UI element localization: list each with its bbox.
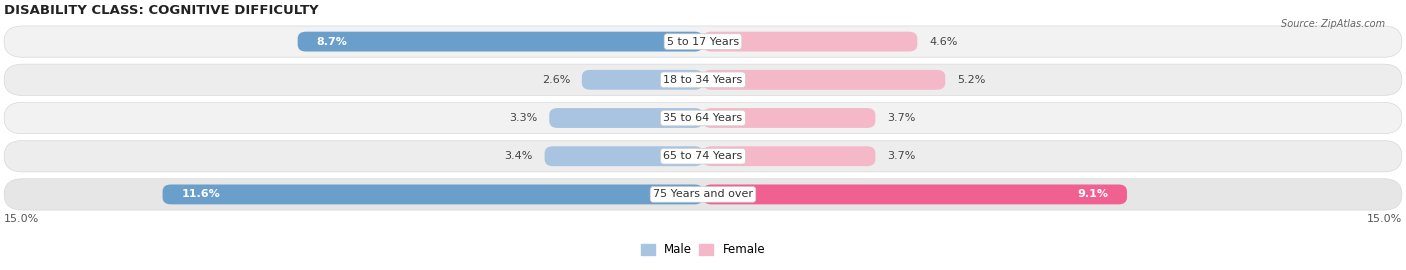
Text: 4.6%: 4.6%: [929, 37, 957, 47]
FancyBboxPatch shape: [703, 108, 876, 128]
FancyBboxPatch shape: [4, 141, 1402, 172]
Text: 3.7%: 3.7%: [887, 151, 915, 161]
Text: 8.7%: 8.7%: [316, 37, 347, 47]
Text: 65 to 74 Years: 65 to 74 Years: [664, 151, 742, 161]
Legend: Male, Female: Male, Female: [636, 239, 770, 261]
FancyBboxPatch shape: [703, 70, 945, 90]
Text: 5.2%: 5.2%: [957, 75, 986, 85]
Text: 75 Years and over: 75 Years and over: [652, 190, 754, 200]
FancyBboxPatch shape: [703, 146, 876, 166]
FancyBboxPatch shape: [582, 70, 703, 90]
Text: 3.3%: 3.3%: [509, 113, 537, 123]
FancyBboxPatch shape: [298, 32, 703, 52]
FancyBboxPatch shape: [4, 64, 1402, 96]
FancyBboxPatch shape: [703, 32, 917, 52]
Text: 5 to 17 Years: 5 to 17 Years: [666, 37, 740, 47]
Text: 3.7%: 3.7%: [887, 113, 915, 123]
FancyBboxPatch shape: [550, 108, 703, 128]
FancyBboxPatch shape: [4, 102, 1402, 134]
Text: 35 to 64 Years: 35 to 64 Years: [664, 113, 742, 123]
Text: 9.1%: 9.1%: [1077, 190, 1108, 200]
FancyBboxPatch shape: [4, 26, 1402, 57]
FancyBboxPatch shape: [4, 179, 1402, 210]
Text: 18 to 34 Years: 18 to 34 Years: [664, 75, 742, 85]
Text: 3.4%: 3.4%: [505, 151, 533, 161]
Text: 15.0%: 15.0%: [1367, 214, 1402, 224]
FancyBboxPatch shape: [544, 146, 703, 166]
Text: 15.0%: 15.0%: [4, 214, 39, 224]
Text: Source: ZipAtlas.com: Source: ZipAtlas.com: [1281, 19, 1385, 29]
Text: 2.6%: 2.6%: [541, 75, 571, 85]
Text: 11.6%: 11.6%: [181, 190, 219, 200]
FancyBboxPatch shape: [163, 184, 703, 204]
Text: DISABILITY CLASS: COGNITIVE DIFFICULTY: DISABILITY CLASS: COGNITIVE DIFFICULTY: [4, 4, 319, 17]
FancyBboxPatch shape: [703, 184, 1128, 204]
